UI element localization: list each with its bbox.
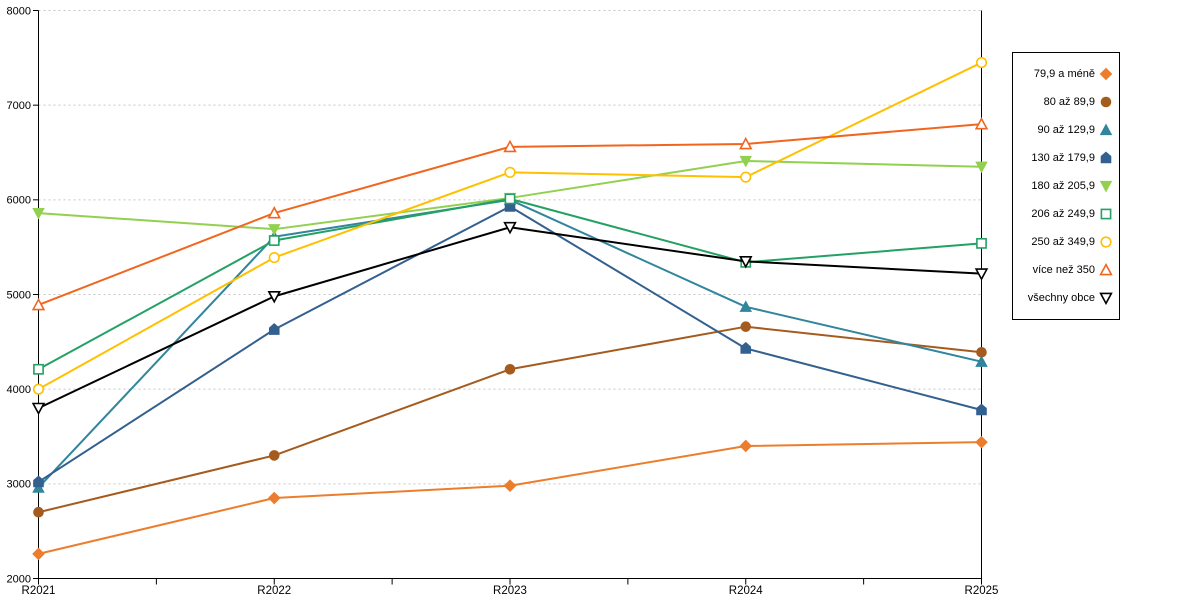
gridlines [38,10,982,485]
legend: 79,9 a méně 80 až 89,9 90 až 129,9 130 až 1… [1012,52,1120,320]
series-1 [32,435,988,561]
series-7-marker [32,383,45,395]
series-2-marker [504,363,516,375]
series-6 [33,193,987,375]
series-9-marker [267,290,281,304]
series-1-line [37,441,983,555]
legend-item-label: 180 až 205,9 [1031,180,1095,192]
series-4 [33,199,987,488]
y-axis-tick-label: 8000 [7,5,31,17]
legend-item: 90 až 129,9 [1019,116,1113,144]
y-axis-tick-label: 7000 [7,100,31,112]
triangle-up-legend-marker-icon [1099,263,1113,276]
series-4-marker [976,403,987,416]
series-1-marker [975,435,988,449]
series-1-marker [503,479,517,493]
series-7-marker [504,166,516,178]
series-9-marker [31,402,46,416]
legend-marker [1100,151,1112,164]
y-axis-tick-label: 2000 [7,573,31,585]
legend-marker [1100,236,1112,248]
series-8-marker [267,206,281,219]
legend-item-label: 80 až 89,9 [1043,96,1095,108]
series-4-marker [268,323,280,335]
series-2-marker [740,321,752,332]
series-8-marker [503,139,517,153]
legend-item: 180 až 205,9 [1019,172,1113,200]
x-axis-tick-label: R2022 [257,585,291,597]
legend-item: 250 až 349,9 [1019,228,1113,256]
y-axis-tick-label: 5000 [7,289,31,301]
legend-item-label: 250 až 349,9 [1031,236,1095,248]
series-6-marker [976,237,987,249]
series-7-marker [975,56,988,69]
x-axis-tick-label: R2021 [22,585,56,597]
legend-item-label: 90 až 129,9 [1037,124,1096,136]
series-6-marker [33,363,44,375]
circle-legend-marker-icon [1100,236,1112,248]
series-9-marker [974,268,989,281]
series-8-marker [974,117,989,130]
legend-item: 80 až 89,9 [1019,88,1113,116]
series-8 [31,117,989,311]
square-legend-marker-icon [1100,208,1112,220]
line-chart: 2000 3000 4000 5000 6000 7000 8000 R2021 R2022 R2… [7,5,999,597]
legend-marker [1099,67,1113,81]
chart-plot-area: 2000 3000 4000 5000 6000 7000 8000 R2021 R2022 R2… [7,5,999,597]
legend-item-label: více než 350 [1032,264,1095,276]
series-2-marker [33,506,44,518]
legend-item: 206 až 249,9 [1019,200,1113,228]
x-axis-tick-label: R2024 [729,585,763,597]
series-4-line [37,205,983,483]
series-8-marker [739,136,753,150]
y-axis-tick-label: 4000 [7,384,31,396]
series-7-marker [268,251,280,264]
series-1-marker [267,491,281,505]
series-4-marker [740,341,752,354]
series-3-marker [739,300,752,312]
y-axis-tick-label: 6000 [7,195,31,207]
series-1-marker [739,439,753,453]
series-9-marker [739,255,753,269]
legend-marker [1099,292,1113,305]
triangle-down-legend-marker-icon [1099,292,1113,305]
legend-item: všechny obce [1019,284,1113,312]
triangle-up-legend-marker-icon [1099,123,1113,136]
circle-legend-marker-icon [1100,96,1112,108]
x-axis-tick-label: R2025 [965,585,999,597]
y-axis-tick-label: 3000 [7,479,31,491]
legend-marker [1100,208,1112,220]
series-5-marker [32,207,45,220]
pentagon-legend-marker-icon [1100,151,1112,164]
series-5-marker [268,224,281,236]
legend-marker [1100,96,1112,108]
x-axis-tick-label: R2023 [493,585,527,597]
legend-item: 130 až 179,9 [1019,144,1113,172]
series-5-marker [975,161,988,174]
legend-marker [1099,123,1113,136]
series-5-marker [739,155,752,168]
series-7 [32,56,988,395]
series-8-marker [31,297,46,311]
legend-item: více než 350 [1019,256,1113,284]
series-4-marker [33,475,44,488]
legend-item-label: všechny obce [1027,292,1095,304]
series-6-marker [504,193,516,205]
diamond-legend-marker-icon [1099,67,1113,81]
series-9-marker [503,221,517,235]
series-3-marker [975,355,988,367]
series-7-marker [740,171,752,183]
triangle-down-legend-marker-icon [1099,180,1113,193]
legend-marker [1099,180,1113,193]
axes: 2000 3000 4000 5000 6000 7000 8000 R2021 R2022 R2… [7,5,999,597]
legend-marker [1099,263,1113,276]
series-1-marker [32,547,45,561]
legend-item: 79,9 a méně [1019,60,1113,88]
legend-item-label: 130 až 179,9 [1031,152,1095,164]
series-6-marker [268,235,280,246]
legend-item-label: 79,9 a méně [1033,68,1095,80]
legend-item-label: 206 až 249,9 [1031,208,1095,220]
series-9 [31,221,989,416]
series-2-marker [268,450,280,461]
